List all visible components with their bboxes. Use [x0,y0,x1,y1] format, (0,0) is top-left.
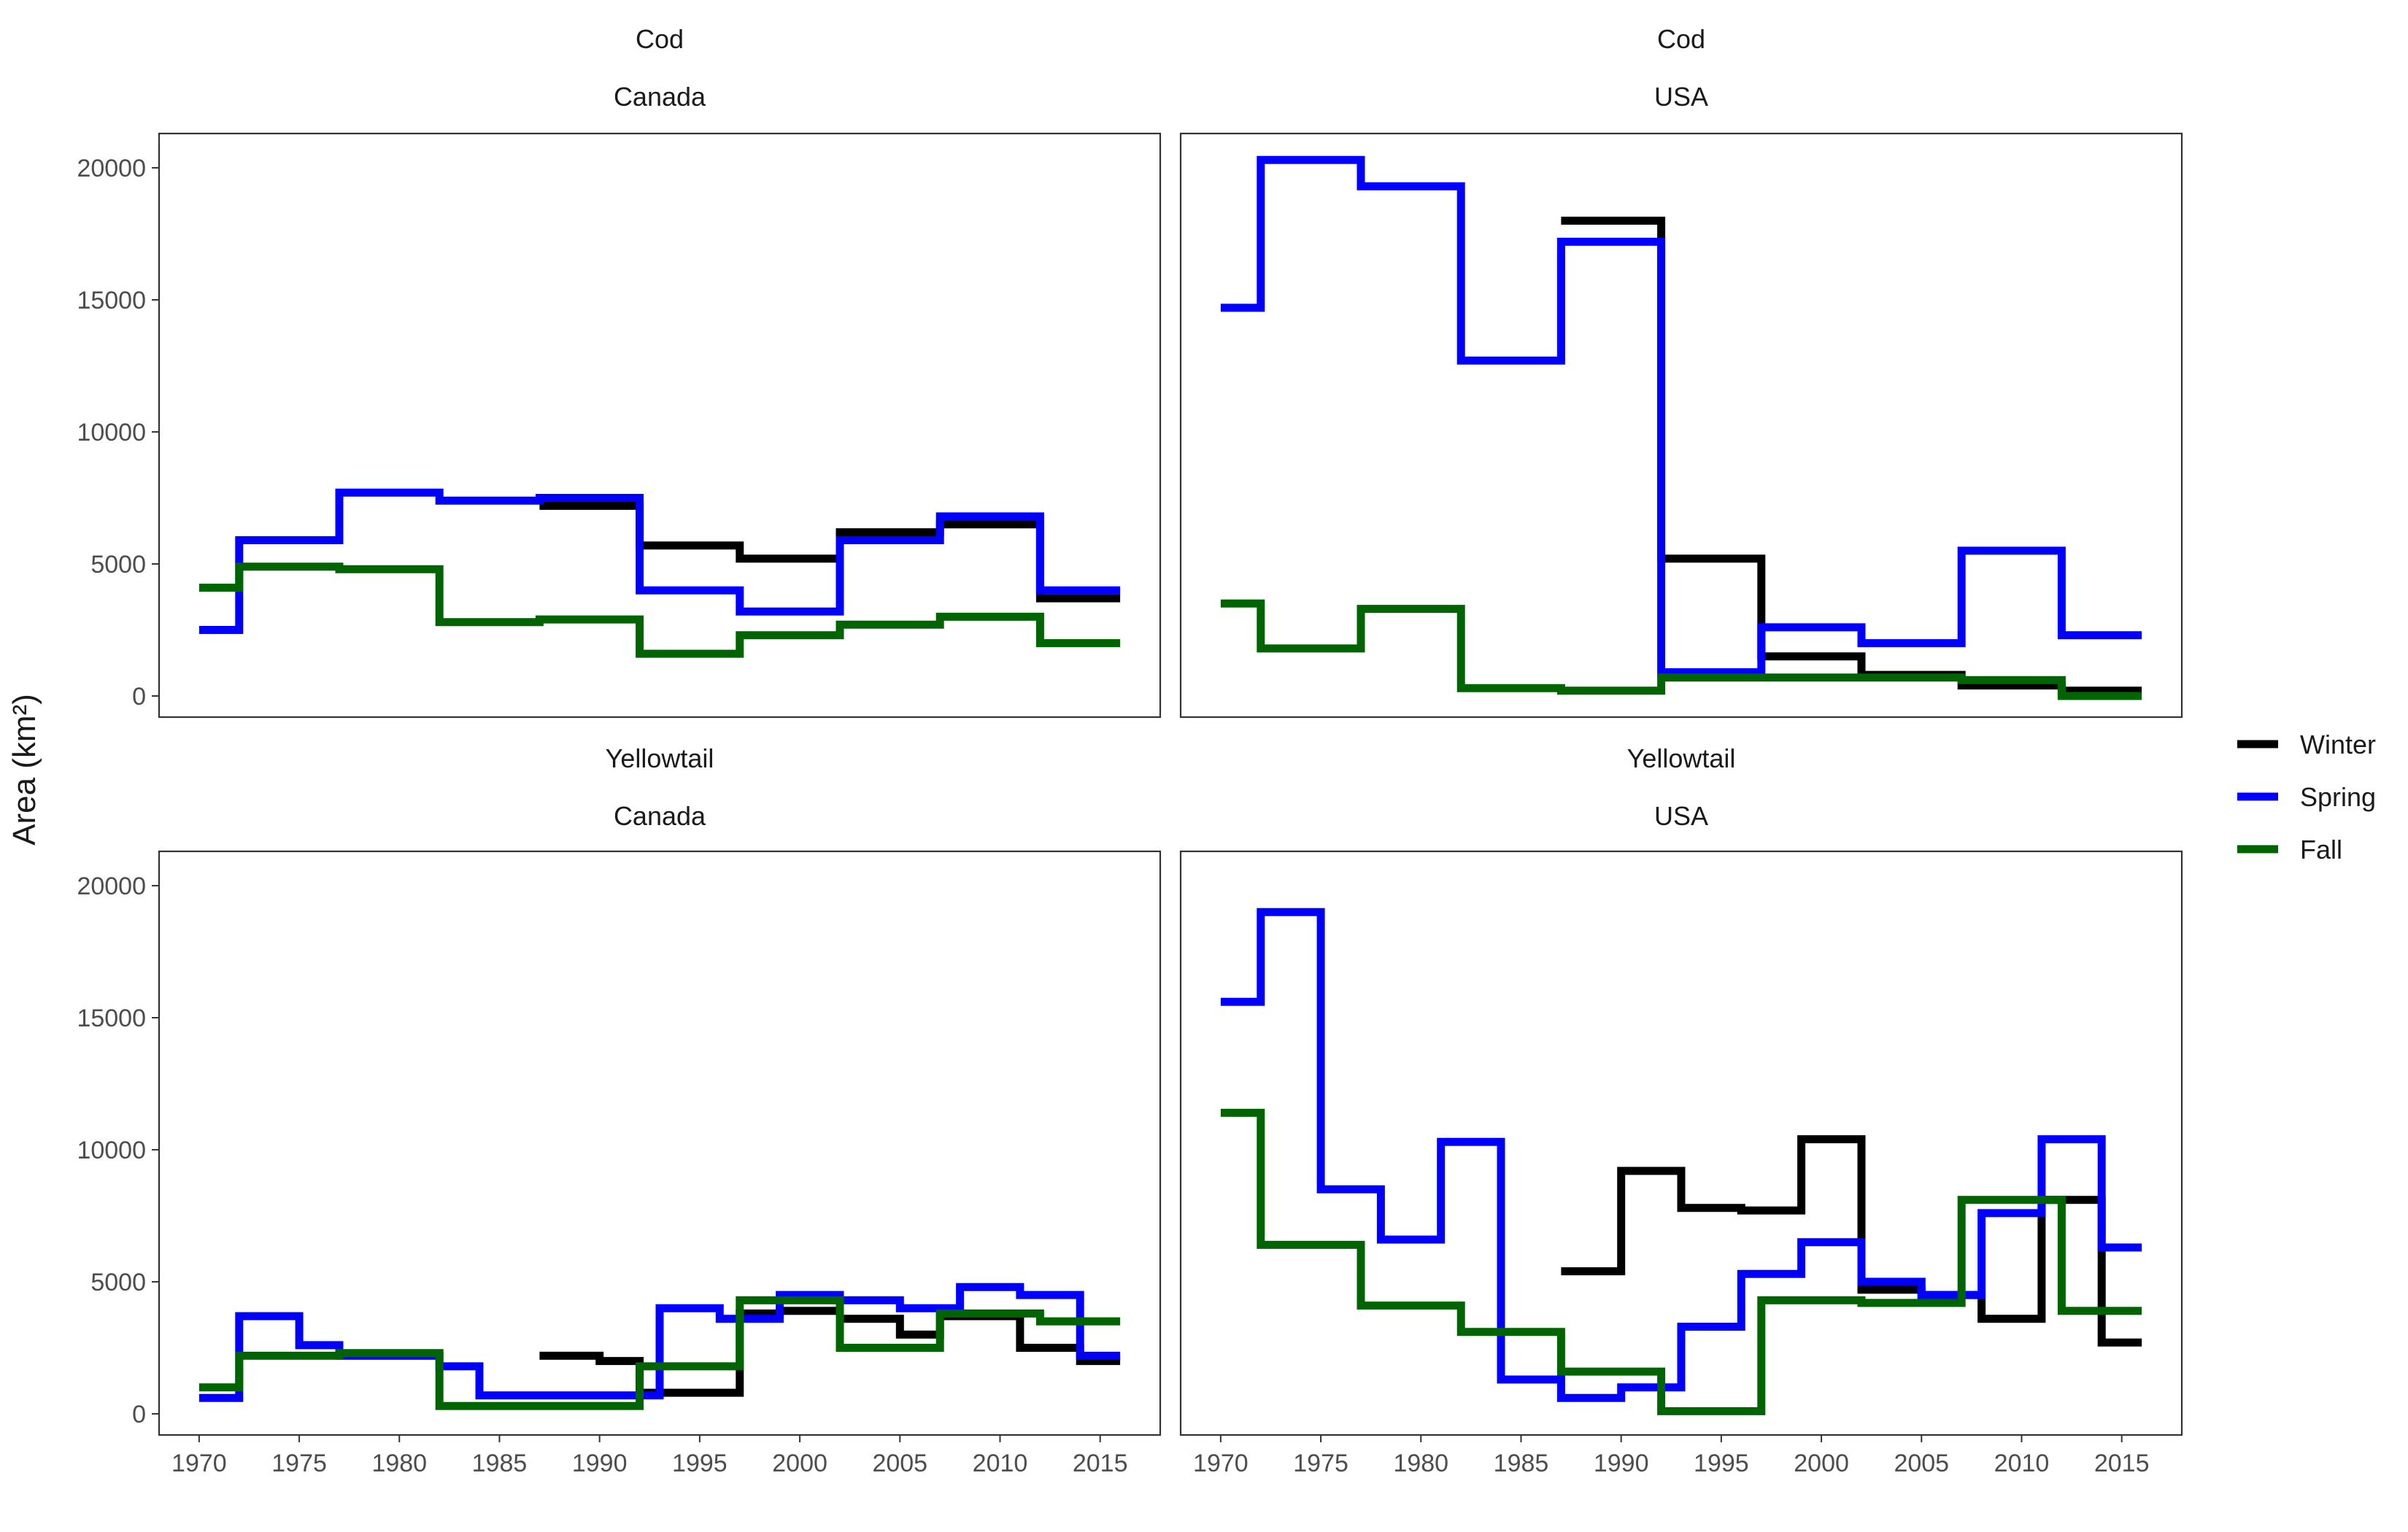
x-tick-label: 2000 [772,1450,827,1477]
series-fall-yellowtail-canada [198,1296,1121,1410]
y-tick-label: 20000 [77,155,146,182]
x-tick-label: 2015 [2094,1450,2150,1477]
series-spring-yellowtail-usa [1220,908,2142,1402]
x-tick-label: 1995 [1694,1450,1749,1477]
y-tick-label: 10000 [77,1137,146,1164]
panel-yellowtail-canada: Yellowtail Canada 0 5000 10000 15000 20000 1970… [77,743,1162,1477]
x-tick-label: 1990 [1594,1450,1649,1477]
x-tick-label: 2005 [872,1450,927,1477]
series-winter-yellowtail-usa [1561,1135,2142,1347]
x-tick-label: 1970 [171,1450,227,1477]
legend: Winter Spring Fall [2237,730,2376,864]
strip-species-cod-canada: Cod [636,24,684,54]
y-tick-label: 20000 [77,873,146,900]
strip-country-cod-canada: Canada [614,82,706,112]
panel-border [1179,132,2183,719]
x-tick-label: 1995 [672,1450,728,1477]
strip-species-yellowtail-canada: Yellowtail [606,743,714,773]
x-tick-label: 2005 [1894,1450,1949,1477]
y-tick-label: 0 [132,683,146,711]
x-tick-label: 1990 [572,1450,628,1477]
panels: CodCanada05000100001500020000CodUSAYello… [77,24,2183,1477]
strip-country-cod-usa: USA [1654,82,1708,112]
strip-country-yellowtail-usa: USA [1654,801,1708,831]
strip-species-yellowtail-usa: Yellowtail [1627,743,1736,773]
panel-cod-usa: Cod USA [1179,24,2183,719]
panel-yellowtail-usa: Yellowtail USA 1970 1975 1980 1985 1990 1995 200… [1179,743,2183,1477]
y-tick-label: 10000 [77,419,146,446]
series-spring-yellowtail-canada [198,1283,1121,1402]
x-tick-label: 1975 [271,1450,327,1477]
x-tick-label: 1985 [1494,1450,1549,1477]
y-tick-label: 15000 [77,287,146,314]
y-tick-label: 5000 [90,1269,146,1296]
y-tick-label: 0 [132,1401,146,1428]
legend-item-winter: Winter [2237,730,2376,759]
series-fall-cod-usa [1220,599,2142,700]
x-tick-label: 2015 [1073,1450,1128,1477]
legend-label-spring: Spring [2300,782,2376,812]
series-spring-cod-canada [198,488,1121,634]
legend-item-fall: Fall [2237,835,2342,864]
x-tick-label: 2010 [1994,1450,2050,1477]
series-fall-yellowtail-usa [1220,1108,2142,1415]
y-tick-label: 15000 [77,1005,146,1032]
x-tick-label: 2010 [973,1450,1028,1477]
panel-cod-canada: Cod Canada 0 5000 10000 15000 20000 [77,24,1162,719]
x-tick-label: 1980 [371,1450,427,1477]
strip-country-yellowtail-canada: Canada [614,801,706,831]
y-axis-label: Area (km²) [7,694,42,846]
x-tick-label: 1980 [1393,1450,1448,1477]
x-tick-label: 1985 [472,1450,528,1477]
x-tick-label: 2000 [1794,1450,1849,1477]
x-tick-label: 1975 [1293,1450,1348,1477]
legend-label-winter: Winter [2300,730,2376,759]
series-spring-cod-usa [1220,155,2142,676]
y-tick-label: 5000 [90,551,146,579]
strip-species-cod-usa: Cod [1657,24,1705,54]
series-fall-cod-canada [198,562,1121,658]
x-tick-label: 1970 [1193,1450,1249,1477]
panel-border [158,132,1162,719]
legend-label-fall: Fall [2300,835,2342,864]
legend-item-spring: Spring [2237,782,2376,812]
